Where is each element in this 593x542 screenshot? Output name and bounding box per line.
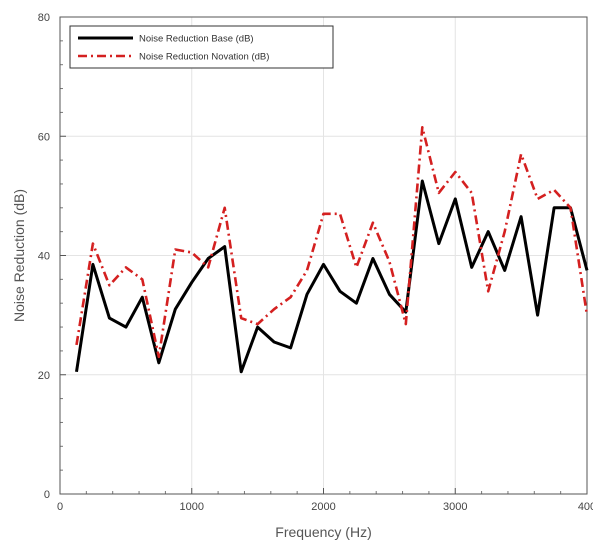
y-tick-label: 40	[38, 251, 50, 263]
y-tick-label: 0	[44, 489, 50, 501]
plot-frame	[59, 16, 588, 495]
y-axis-title: Noise Reduction (dB)	[11, 189, 27, 322]
series-lines	[75, 126, 589, 374]
x-tick-label: 2000	[311, 501, 335, 513]
x-axis-title: Frequency (Hz)	[275, 524, 371, 540]
y-tick-label: 60	[38, 131, 50, 143]
grid	[60, 17, 587, 494]
y-tick-label: 20	[38, 370, 50, 382]
legend-label-novation: Noise Reduction Novation (dB)	[139, 52, 269, 63]
x-tick-label: 3000	[443, 501, 467, 513]
legend-label-base: Noise Reduction Base (dB)	[139, 34, 254, 45]
tick-labels: 0100020003000400020406080	[38, 12, 593, 513]
x-tick-label: 1000	[180, 501, 204, 513]
x-tick-label: 0	[57, 501, 63, 513]
y-tick-label: 80	[38, 12, 50, 24]
legend: Noise Reduction Base (dB) Noise Reductio…	[69, 25, 334, 69]
series-line-0	[75, 179, 589, 374]
x-tick-label: 400	[578, 501, 593, 513]
series-line-1	[75, 126, 589, 359]
legend-box	[69, 25, 334, 69]
